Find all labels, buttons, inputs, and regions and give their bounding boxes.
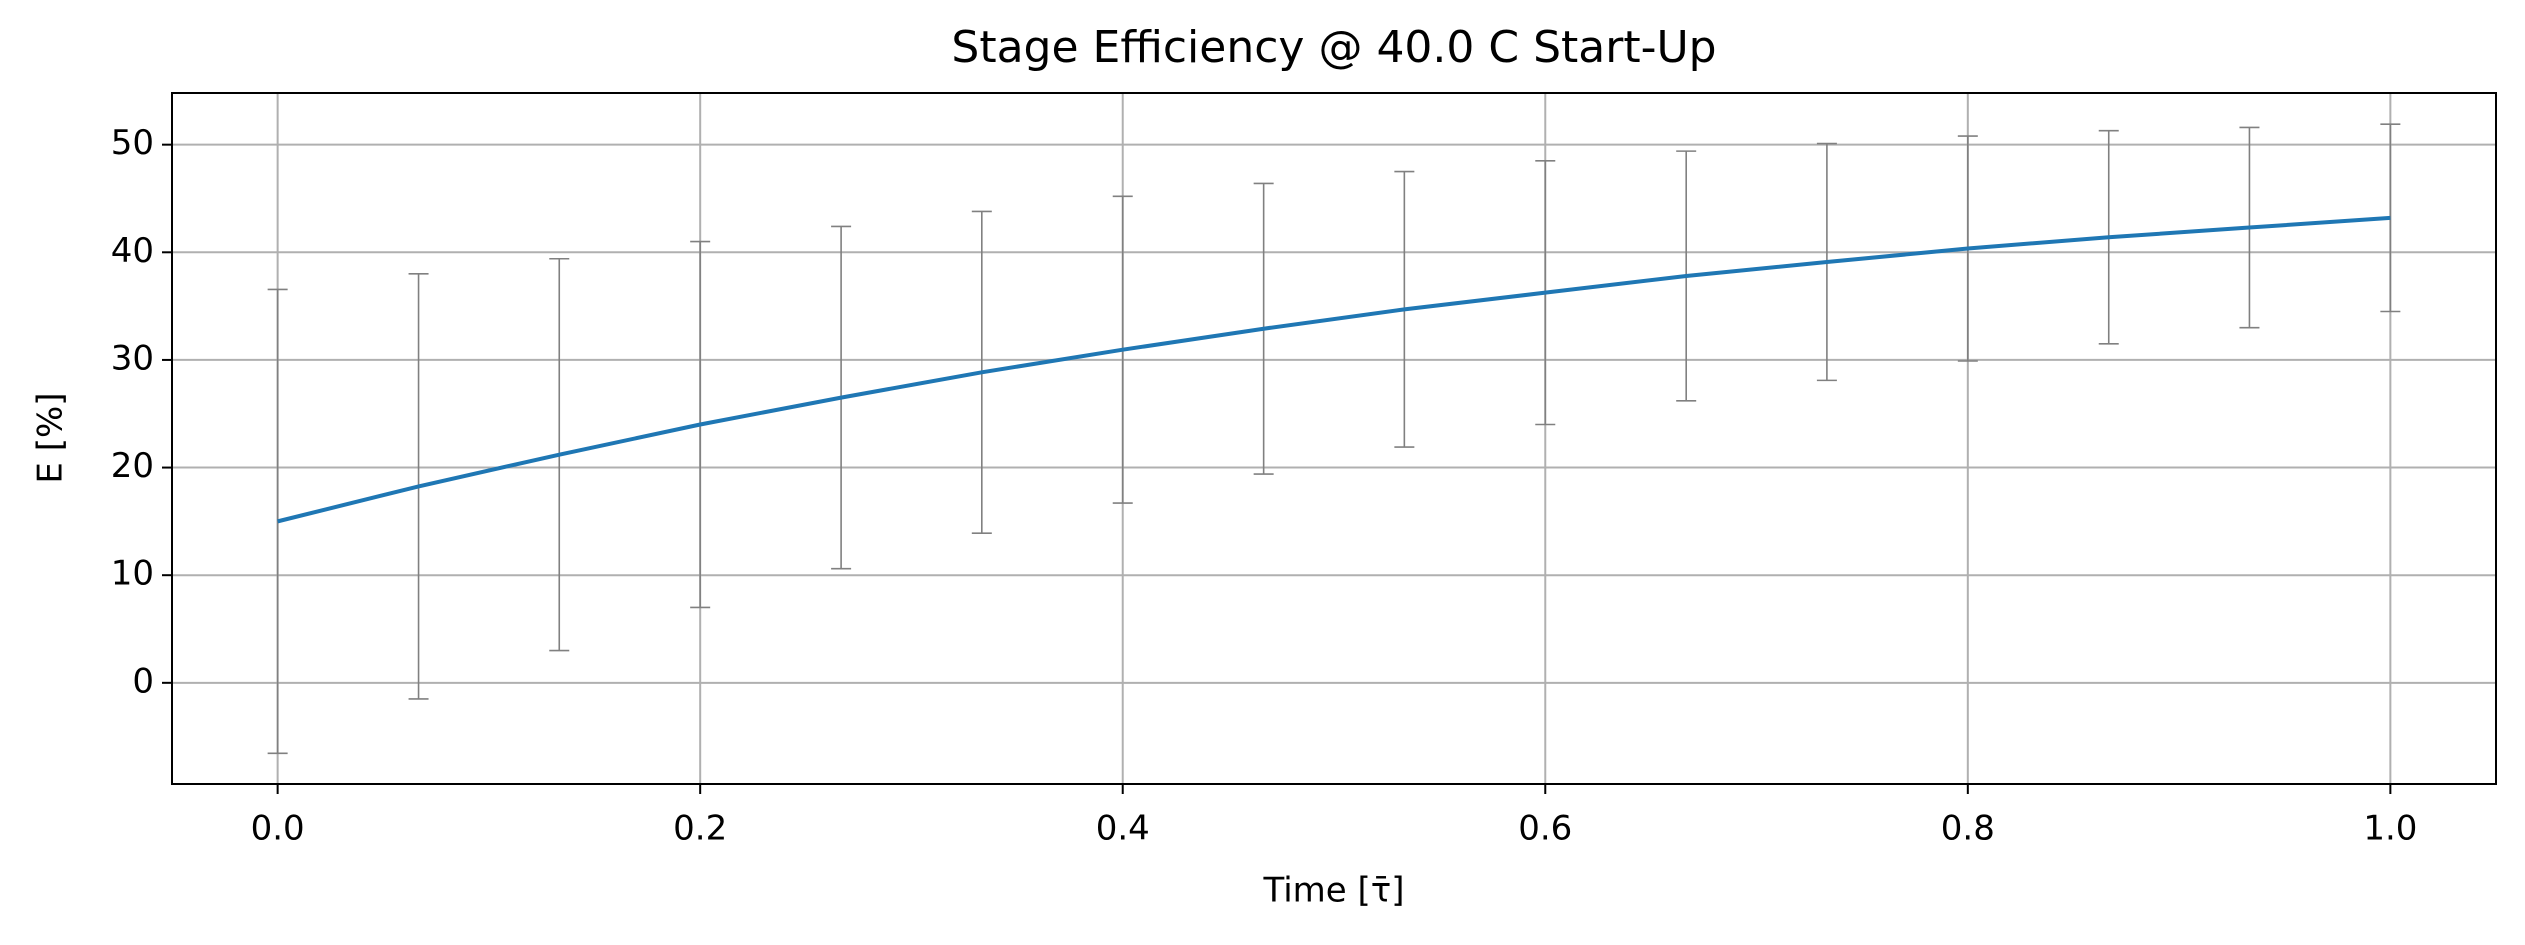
y-tick-label: 20	[111, 446, 154, 486]
x-tick-label: 0.4	[1096, 809, 1150, 849]
x-tick-label: 0.8	[1941, 809, 1995, 849]
y-tick-label: 10	[111, 554, 154, 594]
x-tick-label: 0.0	[251, 809, 305, 849]
plot-frame	[171, 92, 2497, 785]
line	[277, 215, 2391, 524]
x-tick-label: 1.0	[2363, 809, 2417, 849]
y-axis-label: E [%]	[31, 392, 71, 483]
y-tick-label: 40	[111, 231, 154, 271]
x-tick-label: 0.6	[1518, 809, 1572, 849]
chart-title: Stage Efficiency @ 40.0 C Start-Up	[951, 22, 1716, 73]
y-tick-label: 30	[111, 338, 154, 378]
y-tick-label: 50	[111, 123, 154, 163]
x-tick-label: 0.2	[673, 809, 727, 849]
x-axis-label: Time [τ̄]	[1262, 871, 1404, 911]
y-tick-label: 0	[132, 661, 154, 701]
